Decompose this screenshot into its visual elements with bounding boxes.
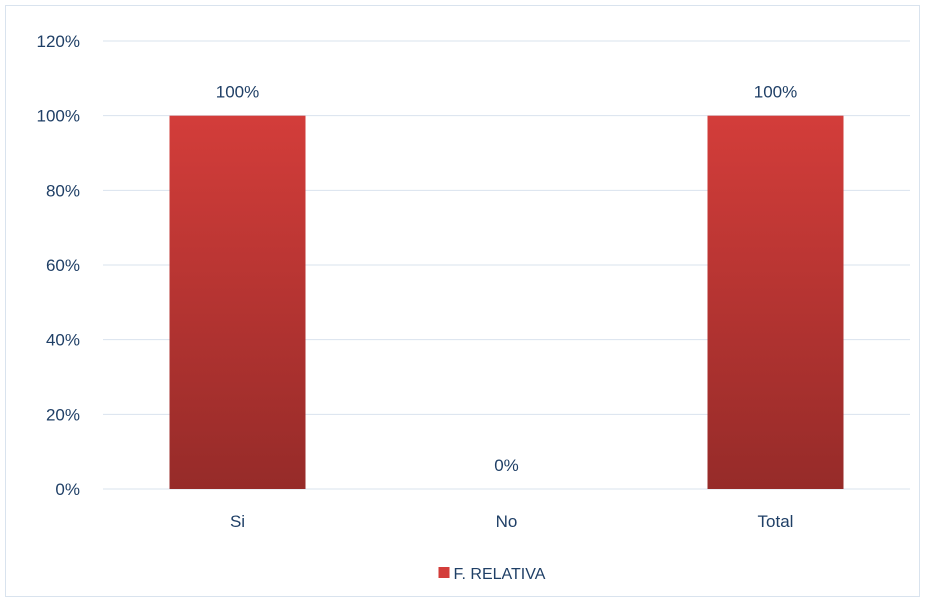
legend-swatch bbox=[438, 567, 450, 578]
data-labels-layer: 100% 0% 100% bbox=[216, 83, 797, 475]
bars-layer bbox=[169, 115, 844, 490]
bar bbox=[707, 115, 844, 490]
y-axis: 0% 20% 40% 60% 80% 100% 120% bbox=[37, 32, 80, 499]
y-tick-label: 60% bbox=[46, 256, 80, 275]
data-label: 0% bbox=[494, 456, 519, 475]
x-tick-label: Si bbox=[230, 512, 245, 531]
y-tick-label: 20% bbox=[46, 405, 80, 424]
legend-label: F. RELATIVA bbox=[454, 566, 546, 583]
x-axis: Si No Total bbox=[230, 512, 794, 531]
x-tick-label: Total bbox=[758, 512, 794, 531]
data-label: 100% bbox=[754, 83, 797, 102]
y-tick-label: 80% bbox=[46, 181, 80, 200]
x-tick-label: No bbox=[496, 512, 518, 531]
legend: F. RELATIVA bbox=[438, 566, 546, 583]
data-label: 100% bbox=[216, 83, 259, 102]
bar bbox=[169, 115, 306, 490]
y-tick-label: 40% bbox=[46, 331, 80, 350]
y-tick-label: 0% bbox=[55, 480, 80, 499]
y-tick-label: 120% bbox=[37, 32, 80, 51]
y-tick-label: 100% bbox=[37, 107, 80, 126]
